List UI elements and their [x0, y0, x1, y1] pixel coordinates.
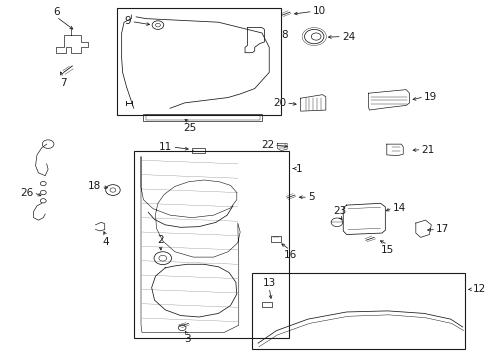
Text: 2: 2: [157, 235, 163, 244]
Text: 5: 5: [307, 192, 314, 202]
Text: 3: 3: [183, 334, 190, 344]
Text: 6: 6: [53, 7, 60, 17]
Text: 17: 17: [435, 225, 448, 234]
Text: 19: 19: [423, 92, 436, 102]
Text: 26: 26: [20, 188, 34, 198]
Text: 1: 1: [295, 163, 302, 174]
Text: 20: 20: [272, 98, 285, 108]
Text: 25: 25: [183, 123, 196, 132]
Bar: [270, 235, 281, 242]
Text: 16: 16: [283, 250, 296, 260]
Bar: [143, 114, 262, 121]
Bar: [252, 273, 464, 348]
Text: 22: 22: [260, 140, 273, 150]
Text: 11: 11: [159, 142, 172, 152]
Bar: [145, 115, 259, 120]
Text: 21: 21: [421, 144, 434, 154]
Text: 4: 4: [102, 237, 109, 247]
Text: 13: 13: [262, 278, 275, 288]
Bar: [117, 8, 281, 116]
Text: 23: 23: [332, 206, 346, 216]
Bar: [191, 148, 205, 153]
Text: 8: 8: [281, 30, 287, 40]
Text: 14: 14: [392, 203, 405, 213]
Text: 24: 24: [341, 32, 354, 41]
Text: 9: 9: [124, 17, 131, 27]
Text: 15: 15: [380, 244, 394, 255]
Text: 12: 12: [471, 284, 485, 294]
Bar: [262, 302, 271, 307]
Text: 7: 7: [60, 78, 67, 88]
Bar: [134, 151, 288, 338]
Text: 10: 10: [312, 6, 325, 17]
Text: 18: 18: [88, 181, 101, 192]
